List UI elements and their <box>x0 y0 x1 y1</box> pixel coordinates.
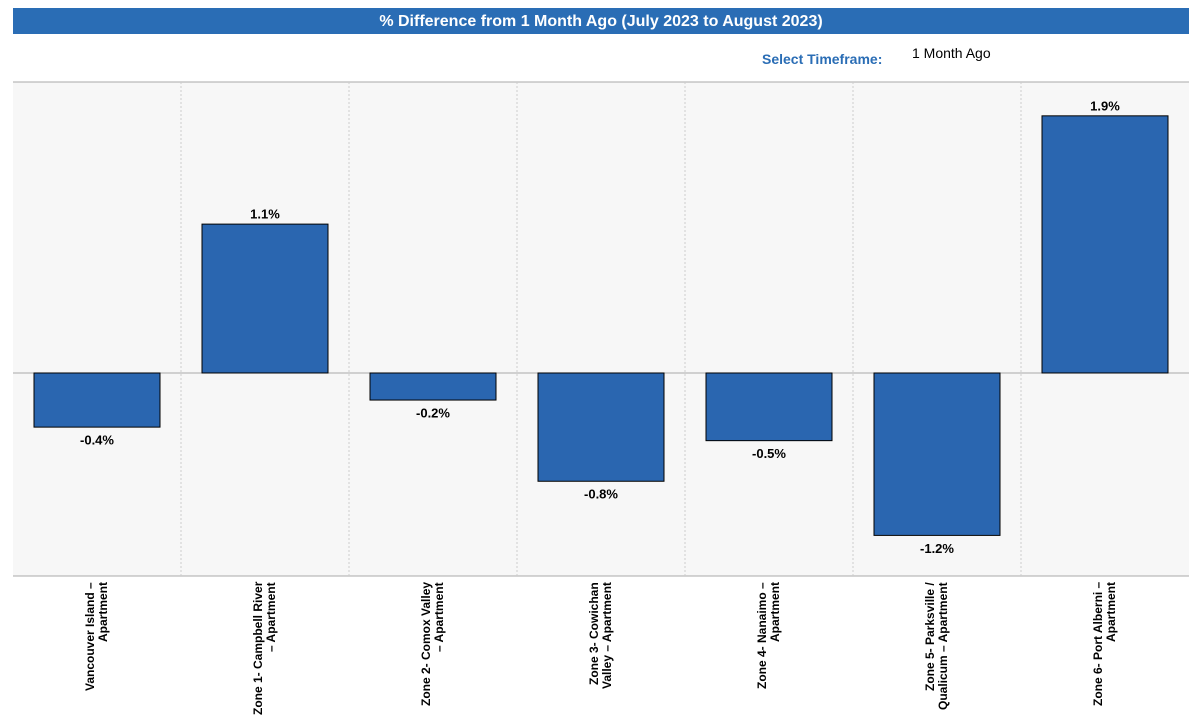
value-label: -0.4% <box>80 433 114 448</box>
timeframe-label: Select Timeframe: <box>762 51 883 67</box>
x-tick-label: Zone 6- Port Alberni – Apartment <box>1091 582 1118 707</box>
value-label: -0.5% <box>752 446 786 461</box>
bar <box>537 372 665 482</box>
x-tick-label: Vancouver Island – Apartment <box>83 582 110 691</box>
value-label: 1.9% <box>1090 98 1120 113</box>
value-label: -1.2% <box>920 541 954 556</box>
value-label: -0.8% <box>584 487 618 502</box>
bar <box>873 372 1001 536</box>
x-tick-label: Zone 3- Cowichan Valley – Apartment <box>587 582 614 689</box>
timeframe-select[interactable]: 1 Month Ago <box>912 45 991 61</box>
bar <box>1041 115 1169 374</box>
x-tick-label: Zone 1- Campbell River – Apartment <box>251 582 278 716</box>
bar <box>33 372 161 428</box>
title-bar <box>13 8 1189 34</box>
x-tick-label: Zone 2- Comox Valley – Apartment <box>419 582 446 707</box>
value-label: 1.1% <box>250 207 280 222</box>
chart-title: % Difference from 1 Month Ago (July 2023… <box>379 13 822 30</box>
bar <box>369 372 497 401</box>
bar <box>705 372 833 442</box>
value-label: -0.2% <box>416 405 450 420</box>
x-tick-label: Zone 5- Parksville / Qualicum – Apartmen… <box>923 582 950 710</box>
x-tick-label: Zone 4- Nanaimo – Apartment <box>755 582 782 689</box>
bar <box>201 223 329 374</box>
plot-area <box>13 82 1189 576</box>
